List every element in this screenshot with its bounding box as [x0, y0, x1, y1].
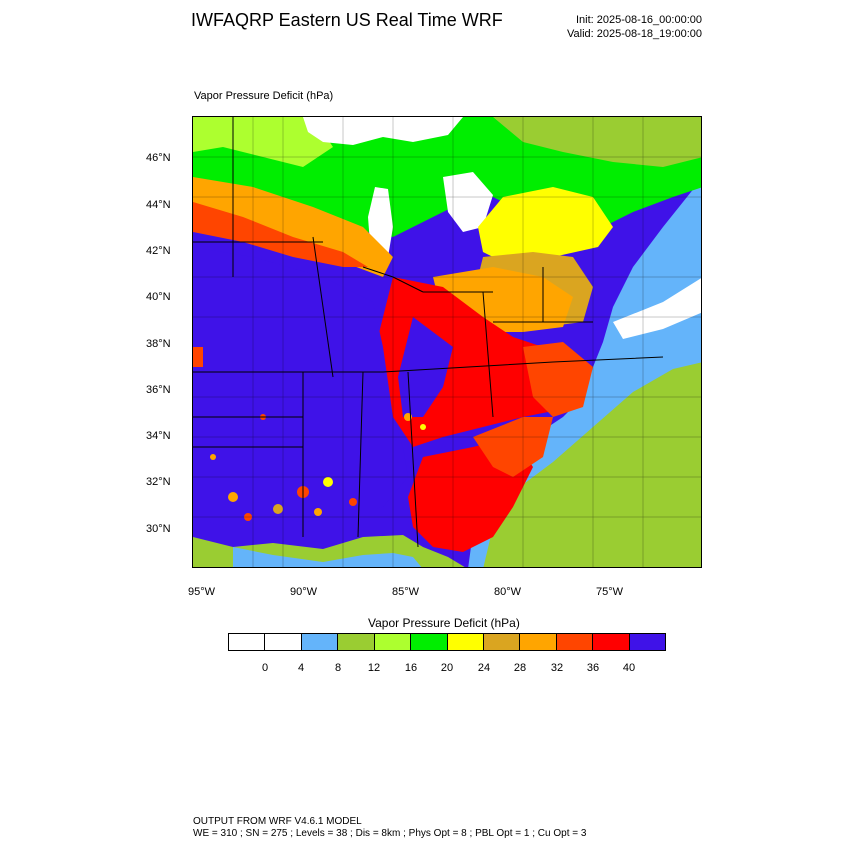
colorbar-tick: 36: [586, 662, 600, 674]
colorbar-segment: [593, 634, 630, 650]
colorbar-tick: 12: [367, 662, 381, 674]
colorbar-segment: [374, 634, 412, 650]
colorbar-tick: 0: [261, 662, 269, 674]
lat-label: 40°N: [146, 291, 171, 303]
lat-label: 46°N: [146, 152, 171, 164]
plot-variable-label: Vapor Pressure Deficit (hPa): [194, 90, 334, 102]
lat-label: 34°N: [146, 430, 171, 442]
lat-label: 42°N: [146, 245, 171, 257]
colorbar-tick: 24: [477, 662, 491, 674]
colorbar-segment: [301, 634, 339, 650]
valid-time: Valid: 2025-08-18_19:00:00: [567, 28, 702, 40]
colorbar: [228, 633, 666, 651]
lon-label: 75°W: [596, 586, 624, 598]
colorbar-segment: [483, 634, 521, 650]
colorbar-segment: [556, 634, 594, 650]
colorbar-tick: 40: [622, 662, 636, 674]
model-footer: OUTPUT FROM WRF V4.6.1 MODEL WE = 310 ; …: [193, 816, 586, 840]
colorbar-tick: 20: [440, 662, 454, 674]
colorbar-tick: 28: [513, 662, 527, 674]
lat-label: 36°N: [146, 384, 171, 396]
colorbar-segment: [520, 634, 557, 650]
colorbar-segment: [229, 634, 266, 650]
vpd-map: [192, 116, 702, 568]
lat-label: 38°N: [146, 338, 171, 350]
footer-line-1: OUTPUT FROM WRF V4.6.1 MODEL: [193, 816, 362, 827]
colorbar-segment: [447, 634, 484, 650]
lat-label: 44°N: [146, 199, 171, 211]
colorbar-segment: [265, 634, 302, 650]
lat-label: 30°N: [146, 523, 171, 535]
colorbar-tick: 4: [297, 662, 305, 674]
init-valid-times: Init: 2025-08-16_00:00:00 Valid: 2025-08…: [567, 13, 702, 41]
colorbar-segment: [411, 634, 448, 650]
colorbar-segment: [629, 634, 666, 650]
lon-label: 90°W: [290, 586, 318, 598]
lon-label: 80°W: [494, 586, 522, 598]
colorbar-title: Vapor Pressure Deficit (hPa): [368, 616, 520, 630]
init-time: Init: 2025-08-16_00:00:00: [576, 14, 702, 26]
vpd-map-graphic: [193, 117, 701, 567]
colorbar-tick: 32: [550, 662, 564, 674]
lat-label: 32°N: [146, 476, 171, 488]
footer-line-2: WE = 310 ; SN = 275 ; Levels = 38 ; Dis …: [193, 828, 587, 839]
colorbar-tick: 8: [334, 662, 342, 674]
colorbar-tick: 16: [404, 662, 418, 674]
map-title: IWFAQRP Eastern US Real Time WRF: [191, 10, 503, 30]
lon-label: 85°W: [392, 586, 420, 598]
lon-label: 95°W: [188, 586, 216, 598]
colorbar-segment: [338, 634, 375, 650]
